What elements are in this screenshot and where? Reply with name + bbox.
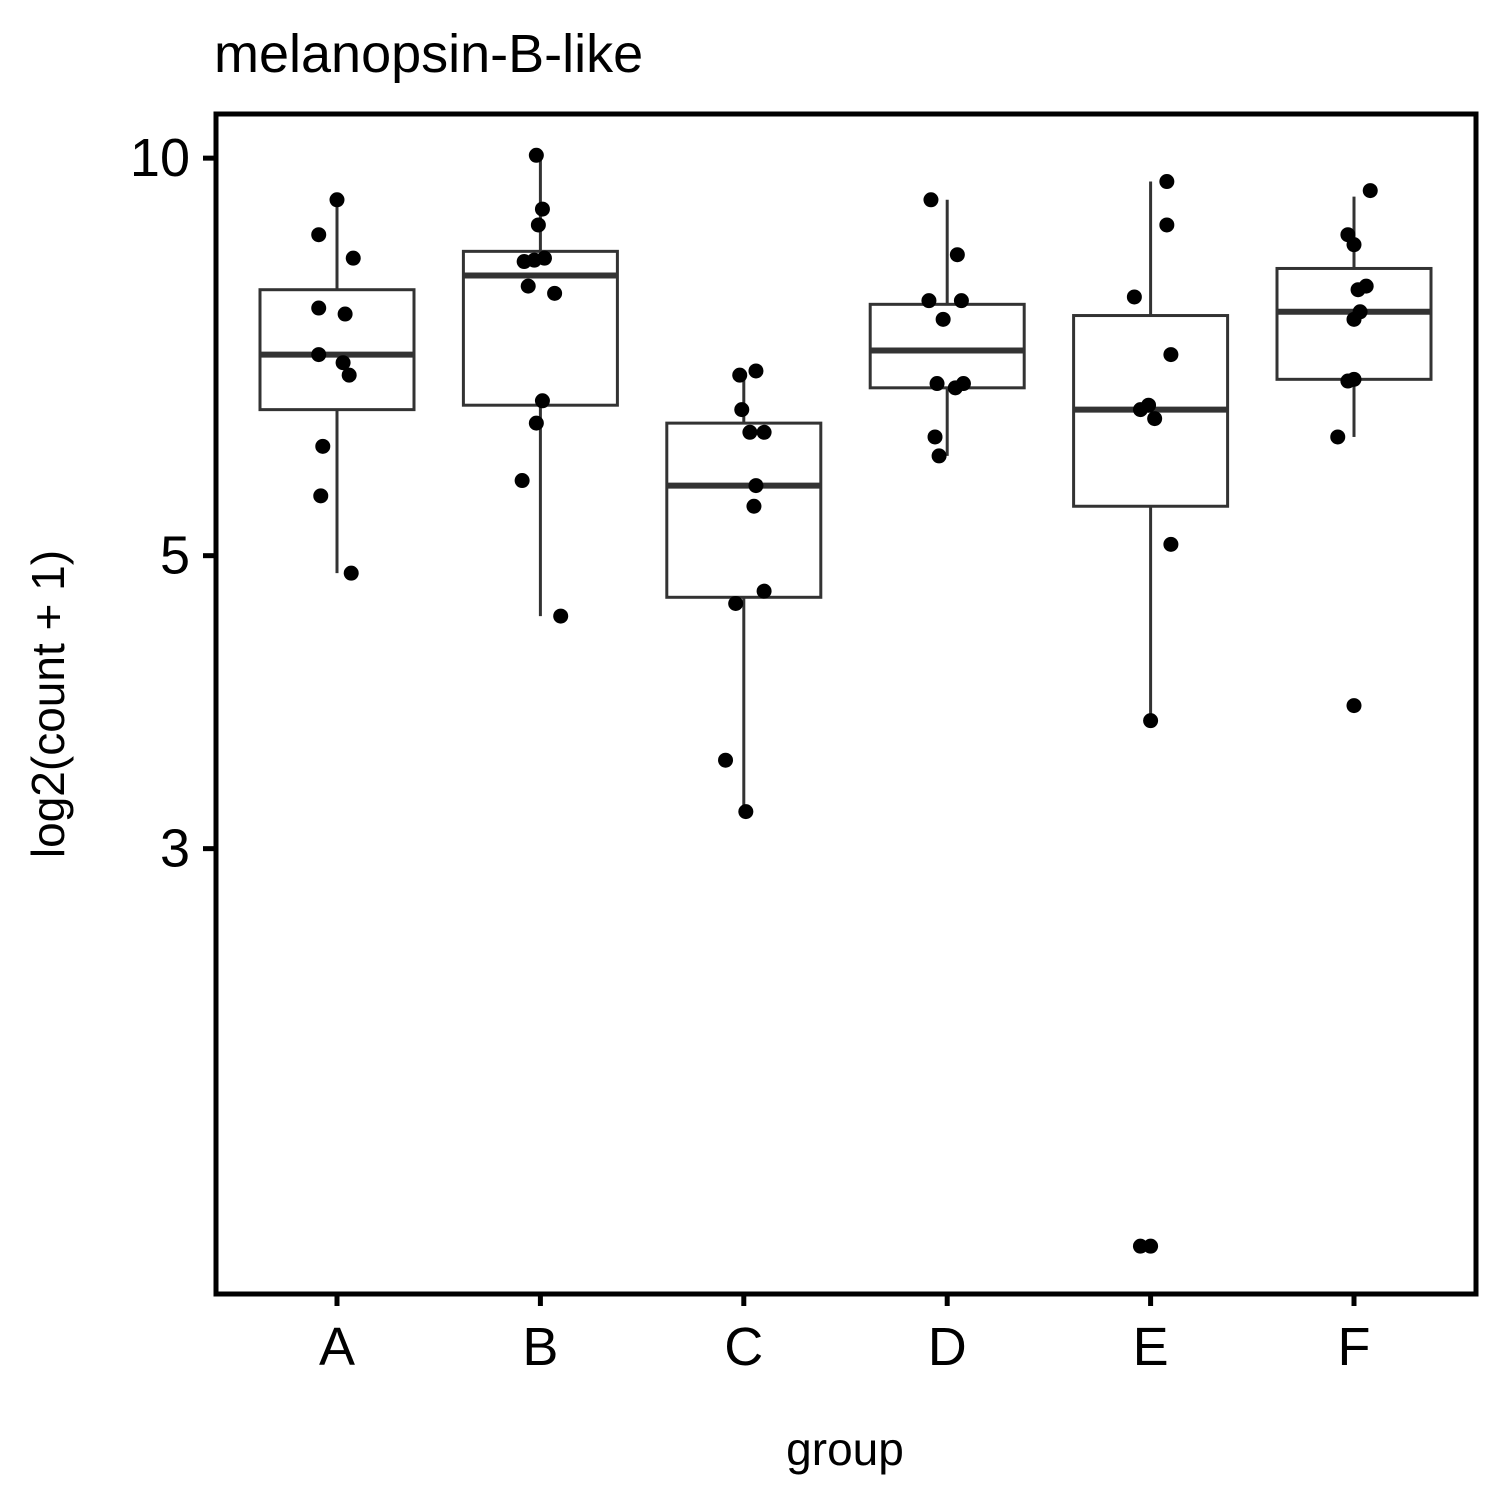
box-iqr xyxy=(258,288,416,412)
data-point xyxy=(516,254,532,270)
data-point xyxy=(547,285,563,301)
data-point xyxy=(1346,311,1362,327)
data-point xyxy=(923,192,939,208)
x-tick-label: C xyxy=(724,1317,763,1377)
data-point xyxy=(929,376,945,392)
data-point xyxy=(1346,698,1362,714)
data-point xyxy=(528,415,544,431)
data-point xyxy=(949,247,965,263)
data-point xyxy=(528,147,544,163)
data-point xyxy=(335,355,351,371)
y-tick-label: 3 xyxy=(160,819,190,879)
data-point xyxy=(520,278,536,294)
data-point xyxy=(311,227,327,243)
data-point xyxy=(738,804,754,820)
data-point xyxy=(746,498,762,514)
x-tick-label: B xyxy=(522,1317,558,1377)
data-point xyxy=(311,300,327,316)
data-point xyxy=(935,311,951,327)
y-tick-label: 10 xyxy=(130,128,190,188)
chart-title: melanopsin-B-like xyxy=(214,24,643,84)
data-point xyxy=(742,424,758,440)
data-point xyxy=(1159,174,1175,190)
data-point xyxy=(329,192,345,208)
data-point xyxy=(313,488,329,504)
data-point xyxy=(728,595,744,611)
box-iqr xyxy=(665,421,823,599)
box-b xyxy=(461,155,619,617)
box-c xyxy=(665,370,823,812)
data-point xyxy=(315,438,331,454)
data-point xyxy=(1350,282,1366,298)
data-point xyxy=(718,752,734,768)
data-point xyxy=(1132,402,1148,418)
data-point xyxy=(748,478,764,494)
data-point xyxy=(756,583,772,599)
data-point xyxy=(953,293,969,309)
data-point xyxy=(1126,289,1142,305)
x-tick-label: E xyxy=(1133,1317,1169,1377)
data-point xyxy=(341,367,357,383)
data-point xyxy=(1346,237,1362,253)
x-tick-label: F xyxy=(1338,1317,1371,1377)
data-point xyxy=(1340,373,1356,389)
y-axis-label: log2(count + 1) xyxy=(22,550,74,858)
data-point xyxy=(343,565,359,581)
panel-border xyxy=(213,111,1479,1297)
data-point xyxy=(756,424,772,440)
data-point xyxy=(345,250,361,266)
box-e xyxy=(1072,181,1230,721)
data-point xyxy=(530,217,546,233)
data-point xyxy=(1330,429,1346,445)
plot-area xyxy=(258,147,1433,1254)
box-d xyxy=(868,199,1026,456)
data-point xyxy=(311,347,327,363)
data-point xyxy=(921,293,937,309)
data-point xyxy=(1143,1238,1159,1254)
data-point xyxy=(927,429,943,445)
box-a xyxy=(258,199,416,574)
x-tick-label: A xyxy=(319,1317,355,1377)
data-point xyxy=(337,306,353,322)
data-point xyxy=(732,367,748,383)
data-point xyxy=(931,448,947,464)
data-point xyxy=(1163,347,1179,363)
data-point xyxy=(1143,713,1159,729)
data-point xyxy=(1147,411,1163,427)
data-point xyxy=(748,363,764,379)
x-tick-label: D xyxy=(928,1317,967,1377)
data-point xyxy=(514,473,530,489)
data-point xyxy=(955,376,971,392)
data-point xyxy=(534,201,550,217)
data-point xyxy=(1163,536,1179,552)
data-point xyxy=(1362,183,1378,199)
x-axis-label: group xyxy=(786,1423,904,1475)
y-tick-label: 5 xyxy=(160,526,190,586)
data-point xyxy=(1159,217,1175,233)
data-point xyxy=(534,393,550,409)
data-point xyxy=(734,402,750,418)
data-point xyxy=(553,608,569,624)
axes: 3 5 10 A B C D E F xyxy=(130,128,1371,1377)
